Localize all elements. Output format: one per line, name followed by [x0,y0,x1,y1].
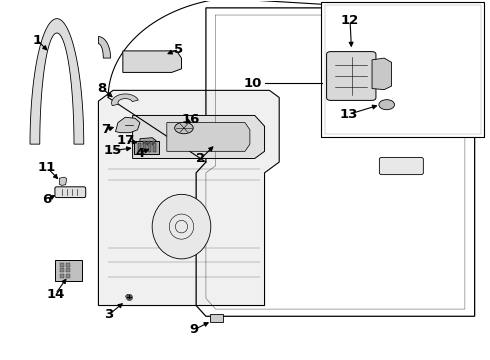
Text: 6: 6 [43,193,52,206]
FancyBboxPatch shape [55,187,86,198]
Bar [66,263,70,267]
Bar [66,268,70,272]
Bar [66,274,70,278]
Polygon shape [140,138,156,148]
Text: 11: 11 [38,161,56,174]
Polygon shape [167,123,250,151]
Ellipse shape [152,194,211,259]
Polygon shape [116,117,140,133]
Polygon shape [98,90,279,306]
Polygon shape [98,37,111,58]
Bar [138,143,141,152]
FancyBboxPatch shape [210,315,222,322]
Text: 2: 2 [196,152,206,165]
Text: 15: 15 [104,144,122,157]
FancyBboxPatch shape [55,260,82,282]
Text: 7: 7 [101,123,110,136]
Text: 1: 1 [33,33,42,47]
Text: 4: 4 [135,147,145,159]
Text: 17: 17 [116,134,134,147]
FancyBboxPatch shape [327,51,376,100]
Polygon shape [59,177,67,185]
Bar [60,268,64,272]
Text: 5: 5 [174,42,184,55]
Text: 10: 10 [243,77,262,90]
Bar [60,263,64,267]
Bar [153,143,156,152]
Bar [152,140,155,145]
Text: 8: 8 [98,82,107,95]
Polygon shape [133,116,265,158]
Bar [325,5,481,134]
FancyBboxPatch shape [134,141,159,154]
Bar [147,140,150,145]
FancyBboxPatch shape [379,157,423,175]
Text: 3: 3 [104,308,114,321]
Ellipse shape [379,100,394,110]
Bar [321,3,485,137]
Text: 13: 13 [340,108,358,121]
Bar [143,143,146,152]
Polygon shape [112,94,138,106]
Text: 12: 12 [341,14,359,27]
Bar [60,274,64,278]
Text: 16: 16 [181,113,199,126]
Bar [143,140,146,145]
Ellipse shape [126,294,132,299]
Text: 14: 14 [46,288,65,301]
Polygon shape [30,19,84,144]
Polygon shape [123,51,181,72]
Ellipse shape [174,122,193,134]
Polygon shape [372,58,392,90]
Text: 9: 9 [189,323,198,336]
Bar [148,143,151,152]
